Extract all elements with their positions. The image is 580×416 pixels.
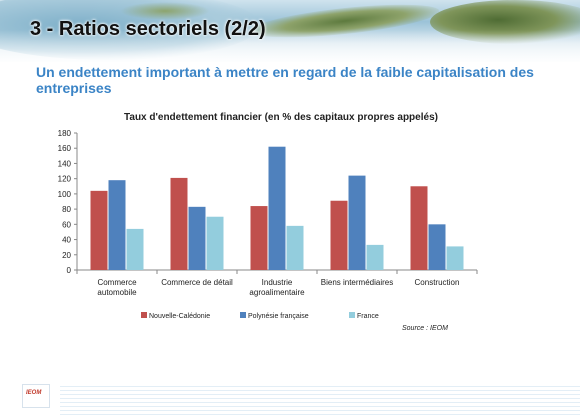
y-tick-label: 180 (58, 129, 72, 138)
y-tick-label: 80 (62, 205, 71, 214)
y-tick-label: 140 (58, 159, 72, 168)
y-tick-label: 20 (62, 251, 71, 260)
x-category-line: Industrie (262, 278, 293, 287)
header-banner (0, 0, 580, 62)
banner-island (120, 2, 210, 20)
bar (90, 190, 108, 270)
slide-subtitle: Un endettement important à mettre en reg… (36, 64, 534, 96)
x-category-label: Industrie agroalimentaire (249, 278, 305, 297)
legend-swatch (349, 312, 355, 318)
legend-swatch (141, 312, 147, 318)
x-category-line: Commerce de détail (161, 278, 233, 287)
y-tick-label: 40 (62, 236, 71, 245)
y-tick-label: 120 (58, 175, 72, 184)
bar (188, 206, 206, 270)
logo-text: IEOM (26, 390, 42, 396)
y-ticks: 0 20 40 60 80 100 120 140 160 180 (58, 129, 77, 275)
bar (428, 224, 446, 270)
bars (90, 146, 464, 270)
x-category-label: Construction (415, 278, 460, 287)
bar (170, 177, 188, 270)
legend-label: Nouvelle-Calédonie (149, 313, 210, 320)
bar (446, 246, 464, 270)
x-category-line: Construction (415, 278, 460, 287)
x-categories: Commerce automobile Commerce de détail Indu… (76, 270, 478, 297)
x-category-line: Biens intermédiaires (321, 278, 393, 287)
bar (366, 244, 384, 270)
x-category-label: Commerce automobile (97, 278, 137, 297)
legend-label: Polynésie française (248, 313, 309, 320)
slide-title: 3 - Ratios sectoriels (2/2) (30, 18, 266, 40)
legend-swatch (240, 312, 246, 318)
y-tick-label: 160 (58, 144, 72, 153)
chart-title: Taux d'endettement financier (en % des c… (124, 112, 438, 123)
bar (348, 175, 366, 270)
bar (286, 225, 304, 270)
x-category-line: Commerce (97, 278, 137, 287)
bar (250, 206, 268, 270)
footer-lines (60, 386, 580, 416)
bar (206, 216, 224, 270)
source-note: Source : IEOM (402, 325, 448, 332)
ieom-logo: IEOM (22, 384, 50, 408)
bar (126, 228, 144, 270)
y-tick-label: 60 (62, 220, 71, 229)
x-category-label: Biens intermédiaires (321, 278, 393, 287)
x-category-line: automobile (97, 288, 137, 297)
bar (268, 146, 286, 270)
bar (410, 186, 428, 270)
bar (330, 200, 348, 270)
banner-fade (0, 30, 580, 62)
legend-label: France (357, 313, 379, 320)
y-tick-label: 100 (58, 190, 72, 199)
y-tick-label: 0 (67, 266, 72, 275)
bar (108, 180, 126, 270)
x-category-line: agroalimentaire (249, 288, 305, 297)
legend: Nouvelle-Calédonie Polynésie française Fra… (141, 312, 379, 320)
x-category-label: Commerce de détail (161, 278, 233, 287)
